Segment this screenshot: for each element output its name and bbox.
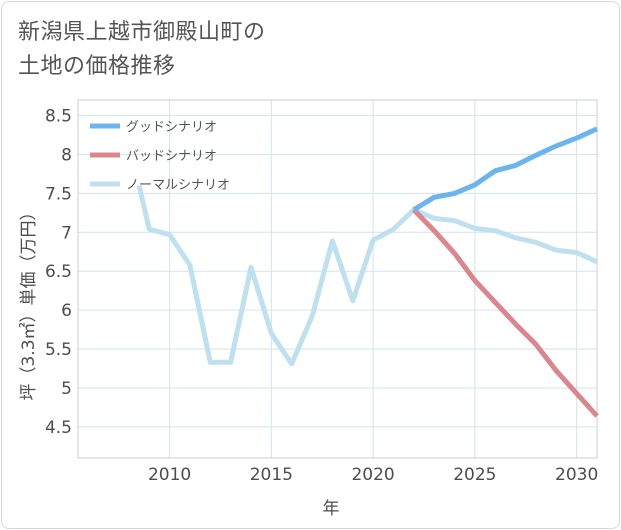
x-tick-labels: 2010 2015 2020 2025 2030 [148, 465, 598, 485]
legend-label-1: グッドシナリオ [126, 120, 217, 135]
y-tick-labels: 4.5 5 5.5 6 6.5 7 7.5 8 8.5 [45, 107, 72, 438]
x-tick-label: 2020 [351, 465, 394, 485]
x-tick-label: 2030 [555, 465, 598, 485]
x-tick-label: 2015 [250, 465, 293, 485]
chart-title-line-2: 土地の価格推移 [18, 54, 176, 79]
y-tick-label: 4.5 [45, 418, 72, 438]
chart-title: 新潟県上越市御殿山町の 土地の価格推移 [18, 16, 378, 84]
legend-label-2: バッドシナリオ [126, 149, 217, 164]
y-tick-label: 7.5 [45, 184, 72, 204]
y-tick-label: 6 [61, 301, 72, 321]
x-tick-label: 2010 [148, 465, 191, 485]
chart-title-line-1: 新潟県上越市御殿山町の [18, 20, 266, 45]
series-line-1 [412, 126, 599, 212]
y-axis-label: 坪（3.3㎡）単価（万円） [19, 203, 39, 400]
series-line-2 [412, 207, 599, 418]
y-tick-label: 8.5 [45, 107, 72, 127]
y-tick-label: 5.5 [45, 340, 72, 360]
y-tick-label: 8 [61, 145, 72, 165]
y-tick-label: 5 [61, 379, 72, 399]
series-lines [136, 126, 599, 418]
legend-label-3: ノーマルシナリオ [126, 178, 230, 193]
x-axis-label: 年 [323, 499, 340, 519]
y-tick-label: 6.5 [45, 262, 72, 282]
x-tick-label: 2025 [453, 465, 496, 485]
plot-area-border [77, 99, 598, 459]
series-line-3 [136, 185, 599, 367]
y-tick-label: 7 [61, 223, 72, 243]
